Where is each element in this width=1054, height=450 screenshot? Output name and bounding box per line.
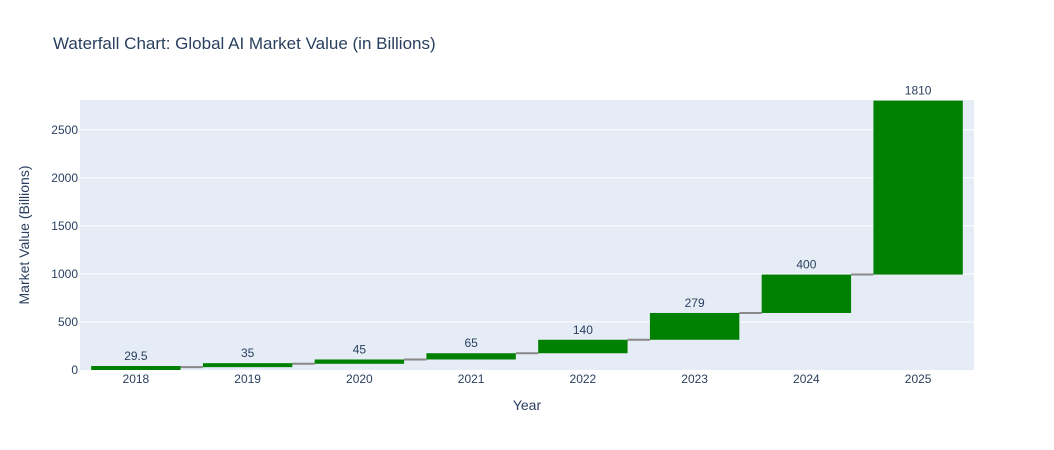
x-axis-title: Year <box>513 397 542 413</box>
bar-value-label: 65 <box>464 336 478 350</box>
bar <box>649 312 740 340</box>
gridlines <box>80 129 974 323</box>
x-tick-label: 2018 <box>123 372 150 386</box>
y-tick-label: 2500 <box>51 123 78 137</box>
bar-value-label: 400 <box>796 258 816 272</box>
x-tick-label: 2019 <box>234 372 261 386</box>
y-axis-ticks: 0 500 1000 1500 2000 2500 <box>51 123 78 377</box>
y-axis-title: Market Value (Billions) <box>16 165 32 304</box>
x-axis-ticks: 2018 2019 2020 2021 2022 2023 2024 2025 <box>123 372 932 386</box>
y-tick-label: 1500 <box>51 219 78 233</box>
bar <box>314 359 405 364</box>
y-tick-label: 2000 <box>51 171 78 185</box>
connectors <box>180 273 874 369</box>
y-tick-label: 500 <box>58 315 78 329</box>
bar-value-label: 279 <box>685 296 705 310</box>
bar-value-label: 35 <box>241 346 255 360</box>
chart-title: Waterfall Chart: Global AI Market Value … <box>53 34 436 53</box>
bar-labels: 29.5 35 45 65 140 279 400 1810 <box>124 84 932 363</box>
bar <box>426 353 516 360</box>
bar <box>873 100 963 275</box>
bar <box>761 274 852 313</box>
x-tick-label: 2022 <box>570 372 597 386</box>
x-tick-label: 2023 <box>681 372 708 386</box>
x-tick-label: 2024 <box>793 372 820 386</box>
bar-value-label: 1810 <box>905 84 932 98</box>
bar <box>91 366 181 370</box>
x-tick-label: 2025 <box>905 372 932 386</box>
bar-value-label: 29.5 <box>124 349 148 363</box>
plot-area <box>80 100 974 370</box>
bar-value-label: 140 <box>573 323 593 337</box>
bar-value-label: 45 <box>353 342 367 356</box>
bars <box>91 100 963 370</box>
y-tick-label: 1000 <box>51 267 78 281</box>
x-tick-label: 2021 <box>458 372 485 386</box>
y-tick-label: 0 <box>71 363 78 377</box>
x-tick-label: 2020 <box>346 372 373 386</box>
bar <box>538 339 628 354</box>
bar <box>202 363 293 368</box>
